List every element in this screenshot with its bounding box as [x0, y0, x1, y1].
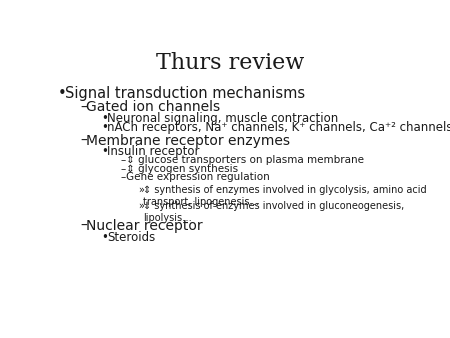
Text: •: •	[102, 112, 108, 125]
Text: Nuclear receptor: Nuclear receptor	[86, 219, 202, 233]
Text: –: –	[121, 172, 126, 182]
Text: nACh receptors, Na⁺ channels, K⁺ channels, Ca⁺² channels: nACh receptors, Na⁺ channels, K⁺ channel…	[107, 121, 450, 134]
Text: Gated ion channels: Gated ion channels	[86, 100, 220, 115]
Text: –: –	[81, 134, 88, 148]
Text: »: »	[138, 201, 144, 211]
Text: ⇕ glucose transporters on plasma membrane: ⇕ glucose transporters on plasma membran…	[126, 155, 364, 165]
Text: ⇕ synthesis of enzymes involved in glycolysis, amino acid
transport, lipogenesis: ⇕ synthesis of enzymes involved in glyco…	[144, 185, 427, 208]
Text: –: –	[121, 164, 126, 174]
Text: Insulin receptor: Insulin receptor	[107, 145, 199, 159]
Text: Thurs review: Thurs review	[157, 52, 305, 74]
Text: –: –	[81, 100, 88, 115]
Text: »: »	[138, 185, 144, 195]
Text: •: •	[102, 145, 108, 159]
Text: Membrane receptor enzymes: Membrane receptor enzymes	[86, 134, 290, 148]
Text: •: •	[102, 121, 108, 134]
Text: –: –	[81, 219, 88, 233]
Text: ⇓ synthesis of enzymes involved in gluconeogenesis,
lipolysis…: ⇓ synthesis of enzymes involved in gluco…	[144, 201, 405, 223]
Text: Gene expression regulation: Gene expression regulation	[126, 172, 270, 182]
Text: ⇕ glycogen synthesis: ⇕ glycogen synthesis	[126, 164, 238, 174]
Text: •: •	[102, 231, 108, 244]
Text: –: –	[121, 155, 126, 165]
Text: •: •	[58, 86, 67, 101]
Text: Steroids: Steroids	[107, 231, 155, 244]
Text: Neuronal signaling, muscle contraction: Neuronal signaling, muscle contraction	[107, 112, 338, 125]
Text: Signal transduction mechanisms: Signal transduction mechanisms	[65, 86, 305, 101]
